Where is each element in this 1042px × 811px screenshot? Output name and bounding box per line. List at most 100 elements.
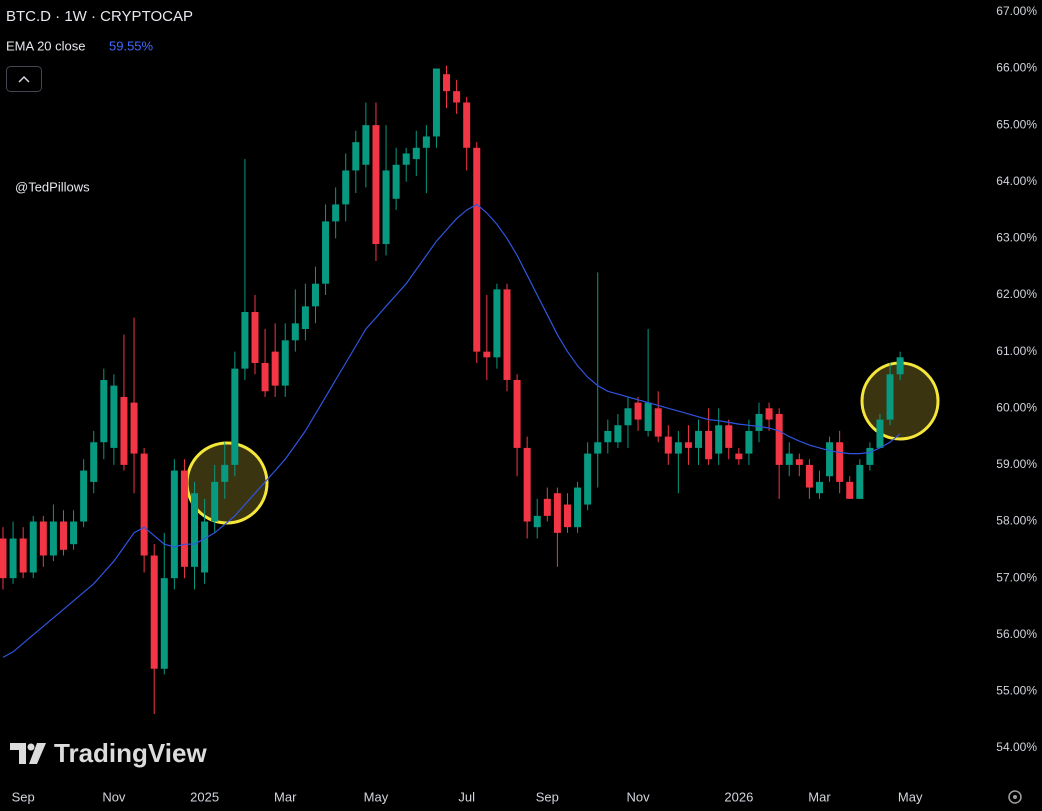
candle-body — [110, 385, 118, 448]
candle-body — [604, 430, 612, 443]
candle-body — [826, 442, 834, 477]
candle-body — [130, 402, 138, 454]
candle-body — [856, 464, 864, 499]
candle-body — [332, 204, 340, 222]
candle-body — [664, 436, 672, 454]
candle-body — [725, 425, 733, 448]
y-tick-label: 60.00% — [996, 400, 1037, 414]
y-tick-label: 65.00% — [996, 117, 1037, 131]
candle-body — [785, 453, 793, 465]
y-tick-label: 67.00% — [996, 4, 1037, 18]
candle-body — [100, 379, 108, 443]
candle-body — [402, 153, 410, 165]
x-tick-label: Sep — [536, 789, 559, 804]
candle-body — [503, 289, 511, 380]
candle-body — [372, 125, 380, 245]
candle-body — [9, 538, 17, 579]
candle-body — [483, 351, 491, 358]
y-tick-label: 66.00% — [996, 61, 1037, 75]
candle-body — [160, 578, 168, 669]
logo-shape — [27, 743, 35, 751]
candle-body — [231, 368, 239, 465]
candle-body — [70, 521, 78, 545]
x-tick-label: Nov — [626, 789, 650, 804]
author-handle: @TedPillows — [15, 179, 90, 194]
candle-body — [584, 453, 592, 505]
candle-body — [795, 459, 803, 465]
candle-body — [412, 147, 420, 160]
plot-area — [0, 65, 904, 715]
chevron-icon — [18, 75, 30, 83]
collapse-button[interactable] — [6, 66, 42, 92]
candle-body — [876, 419, 884, 448]
y-tick-label: 55.00% — [996, 684, 1037, 698]
x-tick-label: May — [898, 789, 923, 804]
candle-body — [59, 521, 67, 550]
candle-body — [523, 447, 531, 522]
candle-body — [634, 402, 642, 420]
candle-body — [453, 91, 461, 103]
candle-body — [836, 442, 844, 482]
candle-body — [392, 164, 400, 199]
candle-body — [443, 74, 451, 92]
x-tick-label: May — [364, 789, 389, 804]
y-tick-label: 62.00% — [996, 287, 1037, 301]
y-tick-label: 64.00% — [996, 174, 1037, 188]
candle-body — [180, 470, 188, 567]
ema-line — [2, 203, 901, 658]
x-tick-label: Nov — [102, 789, 126, 804]
candle-body — [140, 453, 148, 556]
candle-body — [301, 306, 309, 329]
candle-body — [775, 413, 783, 465]
candle-body — [695, 430, 703, 448]
candle-body — [513, 379, 521, 448]
candle-body — [533, 515, 541, 528]
candle-body — [765, 408, 773, 420]
candle-body — [422, 136, 430, 148]
candle-body — [19, 538, 27, 573]
settings-button[interactable] — [1008, 790, 1022, 804]
candle-body — [866, 447, 874, 465]
y-tick-label: 58.00% — [996, 514, 1037, 528]
candle-body — [150, 555, 158, 669]
indicator-name: EMA 20 close — [6, 38, 86, 53]
candle-body — [705, 430, 713, 460]
candle-body — [90, 442, 98, 482]
candle-body — [342, 170, 350, 205]
watermark-logo — [10, 743, 46, 764]
candle-body — [745, 430, 753, 454]
x-tick-label: Jul — [458, 789, 475, 804]
candle-body — [0, 538, 7, 579]
candle-body — [684, 442, 692, 448]
candle-body — [715, 425, 723, 454]
indicator-value: 59.55% — [109, 38, 154, 53]
candle-body — [382, 170, 390, 245]
candle-body — [29, 521, 37, 573]
settings-icon[interactable] — [1008, 790, 1022, 804]
candle-body — [463, 102, 471, 148]
candle-body — [261, 362, 269, 392]
y-tick-label: 56.00% — [996, 627, 1037, 641]
highlight-circle — [185, 441, 269, 525]
candle-body — [281, 340, 289, 386]
x-tick-label: 2026 — [724, 789, 753, 804]
x-tick-label: Mar — [808, 789, 831, 804]
candle-body — [886, 374, 894, 420]
y-tick-label: 61.00% — [996, 344, 1037, 358]
candle-body — [80, 470, 88, 522]
x-tick-label: 2025 — [190, 789, 219, 804]
candle-body — [493, 289, 501, 358]
candle-body — [805, 464, 813, 488]
y-tick-label: 57.00% — [996, 570, 1037, 584]
candle-body — [755, 413, 763, 431]
candle-body — [614, 425, 622, 443]
candle-body — [322, 221, 330, 284]
y-tick-label: 63.00% — [996, 231, 1037, 245]
candle-body — [654, 408, 662, 437]
candle-body — [291, 323, 299, 341]
candle-body — [574, 487, 582, 528]
candle-body — [815, 481, 823, 494]
button-frame[interactable] — [6, 66, 42, 92]
candle-body — [594, 442, 602, 454]
